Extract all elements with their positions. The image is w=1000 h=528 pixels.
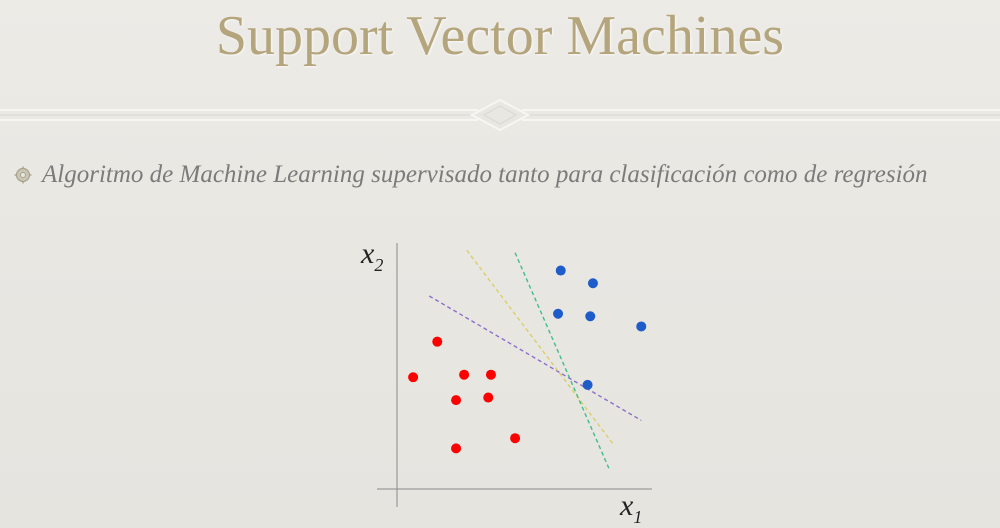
data-point-class2-6: [582, 379, 593, 390]
bullet-text: Algoritmo de Machine Learning supervisad…: [42, 161, 928, 188]
data-point-class1-1: [432, 336, 443, 347]
data-point-class1-8: [510, 433, 521, 444]
separator-line-1: [428, 295, 642, 422]
slide-title: Support Vector Machines: [215, 5, 785, 67]
data-point-class2-1: [555, 265, 566, 276]
diamond-ornament-icon: [0, 98, 1000, 132]
data-point-class2-5: [636, 321, 647, 332]
svm-scatter-chart: x2 x1: [360, 237, 652, 525]
data-point-class1-6: [483, 392, 494, 403]
data-point-class1-3: [459, 369, 470, 380]
data-point-class2-4: [585, 311, 596, 322]
data-point-class2-2: [587, 278, 598, 289]
separator-line-2: [466, 249, 615, 447]
y-axis-label: x2: [360, 237, 383, 275]
data-point-class2-3: [553, 308, 564, 319]
data-point-class1-5: [451, 395, 462, 406]
data-point-class1-2: [408, 372, 419, 383]
gear-bullet-icon: [14, 166, 32, 184]
separator-line-3: [514, 252, 610, 469]
x-axis-label: x1: [619, 489, 642, 525]
title-divider: [0, 98, 1000, 132]
data-point-class1-4: [485, 369, 496, 380]
bullet-item: Algoritmo de Machine Learning supervisad…: [14, 160, 928, 190]
data-point-class1-7: [451, 443, 462, 454]
